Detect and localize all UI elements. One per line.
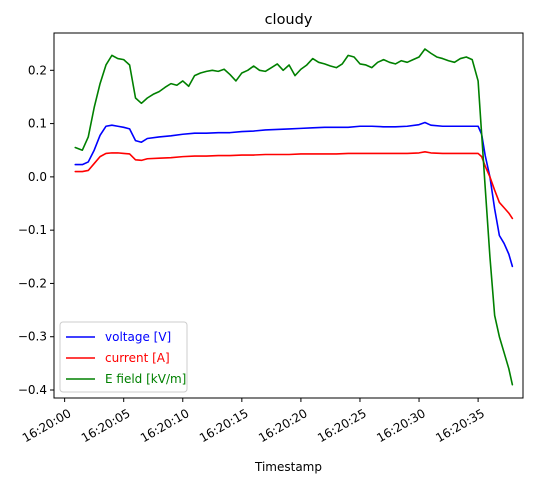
series-line-1 (74, 151, 514, 220)
legend-label: E field [kV/m] (105, 372, 186, 386)
legend-entries: voltage [V] current [A] E field [kV/m] (66, 330, 186, 386)
y-axis: 0.2 0.1 0.0 −0.1 −0.2 −0.3 −0.4 (18, 63, 54, 397)
legend-label: voltage [V] (105, 330, 171, 344)
series-layer (74, 48, 514, 386)
plot-frame (53, 32, 524, 399)
legend-label: current [A] (105, 351, 170, 365)
y-tick-label: 0.2 (28, 63, 47, 77)
x-axis-label: Timestamp (254, 460, 322, 474)
legend: voltage [V] current [A] E field [kV/m] (59, 321, 188, 393)
y-tick-label: −0.1 (18, 223, 47, 237)
y-tick-label: 0.0 (28, 170, 47, 184)
y-tick-label: 0.1 (28, 117, 47, 131)
y-tick-label: −0.3 (18, 330, 47, 344)
y-tick-label: −0.2 (18, 276, 47, 290)
y-tick-label: −0.4 (18, 383, 47, 397)
series-line-2 (74, 48, 514, 386)
chart-title: cloudy (265, 12, 313, 28)
legend-box (59, 321, 188, 393)
series-line-0 (74, 121, 514, 268)
